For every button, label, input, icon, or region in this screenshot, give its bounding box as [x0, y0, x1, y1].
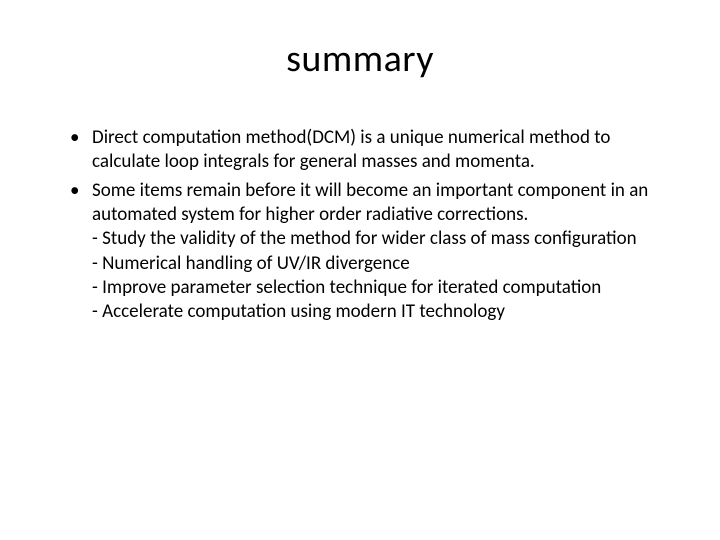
- sub-item: - Improve parameter selection technique …: [92, 276, 680, 300]
- sub-item: - Numerical handling of UV/IR divergence: [92, 252, 680, 276]
- slide-title: summary: [40, 36, 680, 82]
- bullet-item: Direct computation method(DCM) is a uniq…: [70, 126, 680, 175]
- bullet-list: Direct computation method(DCM) is a uniq…: [40, 126, 680, 325]
- bullet-text: Some items remain before it will become …: [92, 179, 648, 226]
- bullet-item: Some items remain before it will become …: [70, 179, 680, 325]
- sub-item: - Study the validity of the method for w…: [92, 227, 680, 251]
- slide: summary Direct computation method(DCM) i…: [0, 0, 720, 540]
- sub-list: - Study the validity of the method for w…: [92, 227, 680, 324]
- sub-item: - Accelerate computation using modern IT…: [92, 300, 680, 324]
- bullet-text: Direct computation method(DCM) is a uniq…: [92, 126, 610, 173]
